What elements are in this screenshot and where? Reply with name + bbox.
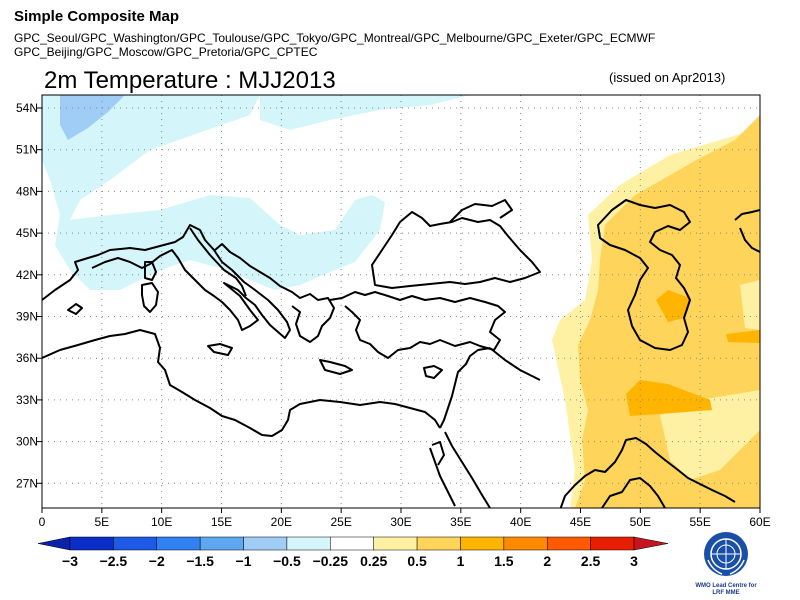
lon-tick-label: 45E [570, 515, 591, 529]
colorbar-segment [460, 536, 505, 551]
lat-tick-label: 36N [16, 351, 38, 365]
lon-tick-label: 50E [630, 515, 651, 529]
models-list-line1: GPC_Seoul/GPC_Washington/GPC_Toulouse/GP… [14, 31, 656, 45]
colorbar-segment [330, 536, 374, 551]
colorbar-label: 3 [630, 553, 638, 569]
colorbar-segment [503, 536, 548, 551]
issued-date: (issued on Apr2013) [609, 70, 726, 85]
strong-warm-spot-iran [626, 380, 712, 416]
longitude-labels: 0 5E 10E 15E 20E 25E 30E 35E 40E 45E 50E 55E 60E [39, 515, 771, 529]
colorbar-label: 0.25 [360, 553, 387, 569]
models-list-line2: GPC_Beijing/GPC_Moscow/GPC_Pretoria/GPC_… [14, 45, 318, 59]
colorbar-label: −2 [149, 553, 165, 569]
lon-tick-label: 0 [39, 515, 46, 529]
colorbar-label: 1 [457, 553, 465, 569]
wmo-emblem-icon [704, 532, 748, 576]
lat-tick-label: 27N [16, 476, 38, 490]
colorbar-labels: −3 −2.5 −2 −1.5 −1 −0.5 −0.25 0.25 0.5 1 1.5 2 2.5 3 [62, 553, 638, 569]
coastlines [42, 199, 760, 508]
colorbar-label: −1 [236, 553, 252, 569]
colorbar-segment [373, 536, 418, 551]
colorbar-label: −2.5 [100, 553, 128, 569]
map-title: 2m Temperature : MJJ2013 [44, 67, 336, 94]
colorbar-segment [416, 536, 461, 551]
wmo-logo: WMO Lead Centre for LRF MME [690, 530, 762, 598]
lon-tick-label: 10E [151, 515, 172, 529]
logo-caption-line1: WMO Lead Centre for [695, 583, 757, 589]
lon-tick-label: 60E [749, 515, 770, 529]
colorbar-segment [113, 536, 158, 551]
lat-tick-label: 48N [16, 184, 38, 198]
colorbar-segment [546, 536, 591, 551]
lat-tick-label: 39N [16, 310, 38, 324]
strong-warm-spot-east [726, 330, 760, 343]
warm-anomaly-gap [660, 390, 760, 480]
lat-tick-label: 51N [16, 143, 38, 157]
colorbar-segment [199, 536, 244, 551]
colorbar [37, 536, 669, 551]
lat-tick-label: 54N [16, 101, 38, 115]
lon-tick-label: 15E [211, 515, 232, 529]
lat-tick-label: 30N [16, 435, 38, 449]
lon-tick-label: 30E [390, 515, 411, 529]
lon-tick-label: 20E [271, 515, 292, 529]
colorbar-label: 2 [543, 553, 551, 569]
lon-tick-label: 25E [330, 515, 351, 529]
lon-tick-label: 55E [689, 515, 710, 529]
logo-caption-line2: LRF MME [712, 590, 740, 596]
colorbar-segment [243, 536, 288, 551]
colorbar-label: 2.5 [581, 553, 601, 569]
colorbar-label: 1.5 [494, 553, 514, 569]
colorbar-right-arrow [633, 536, 669, 551]
colorbar-label: −3 [62, 553, 78, 569]
lon-tick-label: 35E [450, 515, 471, 529]
colorbar-label: −1.5 [186, 553, 214, 569]
warm-anomaly-gap-2 [740, 280, 760, 330]
lon-tick-label: 5E [94, 515, 109, 529]
lon-tick-label: 40E [510, 515, 531, 529]
cold-anomaly-region-north [260, 95, 470, 130]
lat-tick-label: 45N [16, 226, 38, 240]
axis-ticks [37, 107, 761, 513]
colorbar-label: 0.5 [407, 553, 427, 569]
colorbar-segment [69, 536, 114, 551]
lat-tick-label: 42N [16, 268, 38, 282]
colorbar-label: −0.5 [273, 553, 301, 569]
map-layers [42, 95, 760, 508]
colorbar-segment [156, 536, 201, 551]
cold-anomaly-region [42, 95, 385, 290]
latitude-labels: 54N 51N 48N 45N 42N 39N 36N 33N 30N 27N [16, 101, 38, 490]
lat-tick-label: 33N [16, 393, 38, 407]
colorbar-segment [286, 536, 331, 551]
colorbar-segment [590, 536, 635, 551]
colorbar-left-arrow [37, 536, 71, 551]
header-title: Simple Composite Map [14, 8, 180, 25]
cold-anomaly-core [60, 95, 125, 140]
colorbar-label: −0.25 [313, 553, 349, 569]
strong-warm-spot-caspian [656, 290, 690, 322]
